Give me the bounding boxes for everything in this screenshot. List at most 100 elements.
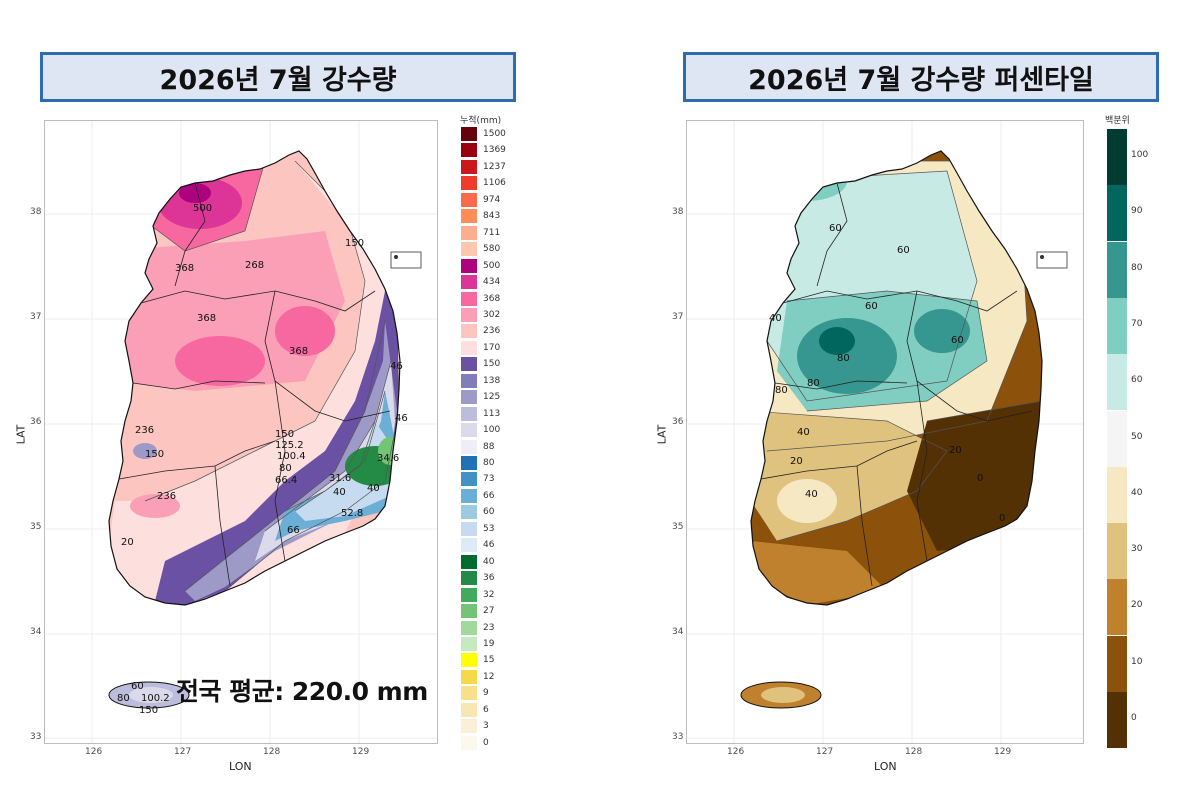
legend-item: 1369 <box>460 142 506 159</box>
legend-item: 113 <box>460 405 501 422</box>
legend-swatch <box>460 701 478 718</box>
contour-label: 80 <box>117 693 130 704</box>
legend-swatch <box>460 142 478 159</box>
legend-label: 40 <box>483 556 495 567</box>
legend-label: 3 <box>483 721 489 732</box>
legend-swatch <box>460 208 478 225</box>
legend-label: 32 <box>483 589 495 600</box>
legend-swatch <box>460 619 478 636</box>
legend-swatch <box>460 274 478 291</box>
legend-label: 27 <box>483 606 495 617</box>
percentile-bar-segment <box>1107 466 1127 523</box>
legend-item: 32 <box>460 586 495 603</box>
contour-label: 368 <box>175 263 194 274</box>
legend-swatch <box>460 553 478 570</box>
x-tick: 129 <box>994 747 1012 757</box>
percentile-label: 60 <box>1131 375 1143 386</box>
rainfall-legend-title: 누적(mm) <box>460 116 502 126</box>
legend-swatch <box>460 734 478 751</box>
contour-label: 100.2 <box>141 693 170 704</box>
contour-label: 20 <box>949 445 962 456</box>
legend-swatch <box>460 520 478 537</box>
percentile-label: 50 <box>1131 431 1143 442</box>
legend-item: 138 <box>460 372 501 389</box>
legend-label: 113 <box>483 408 501 419</box>
y-axis-title: LAT <box>14 424 28 445</box>
legend-label: 19 <box>483 638 495 649</box>
legend-label: 236 <box>483 326 501 337</box>
legend-item: 711 <box>460 224 501 241</box>
legend-label: 80 <box>483 458 495 468</box>
legend-swatch <box>460 339 478 356</box>
legend-label: 150 <box>483 359 501 370</box>
percentile-map: 60 60 60 40 80 80 80 60 40 20 20 0 40 0 <box>687 121 1083 743</box>
contour-label: 20 <box>121 537 134 548</box>
contour-label: 150 <box>345 238 364 249</box>
legend-swatch <box>460 323 478 340</box>
contour-label: 40 <box>805 489 818 500</box>
legend-item: 46 <box>460 537 494 554</box>
legend-label: 9 <box>483 688 489 699</box>
contour-label: 150 <box>275 429 294 440</box>
legend-swatch <box>460 570 478 587</box>
x-tick: 126 <box>85 747 103 757</box>
legend-item: 100 <box>460 422 500 439</box>
legend-item: 1237 <box>460 158 506 175</box>
contour-label: 40 <box>333 487 346 498</box>
legend-label: 125 <box>483 392 501 403</box>
legend-label: 711 <box>483 227 501 238</box>
legend-item: 302 <box>460 306 500 323</box>
percentile-legend-title: 백분위 <box>1105 116 1130 126</box>
contour-label: 125.2 <box>275 440 304 451</box>
contour-label: 0 <box>999 513 1005 524</box>
legend-swatch <box>460 389 478 406</box>
legend-swatch <box>460 224 478 241</box>
ulleung-island <box>394 255 398 259</box>
contour-label: 500 <box>193 203 212 214</box>
rainfall-fill <box>109 151 400 605</box>
legend-label: 15 <box>483 655 495 666</box>
legend-item: 500 <box>460 257 500 274</box>
legend-label: 12 <box>483 671 495 682</box>
legend-label: 60 <box>483 507 495 518</box>
contour-label: 20 <box>790 456 803 467</box>
legend-label: 138 <box>483 375 501 386</box>
legend-swatch <box>460 175 478 192</box>
legend-item: 0 <box>460 734 489 751</box>
contour-label: 46 <box>390 361 403 372</box>
legend-item: 12 <box>460 668 495 685</box>
legend-swatch <box>460 422 478 439</box>
percentile-bar-segment <box>1107 185 1127 242</box>
contour-label: 66 <box>287 525 300 536</box>
legend-swatch <box>460 586 478 603</box>
legend-item: 3 <box>460 718 489 735</box>
legend-item: 9 <box>460 685 489 702</box>
legend-label: 36 <box>483 573 495 584</box>
contour-label: 66.4 <box>275 475 297 486</box>
percentile-bar-segment <box>1107 692 1127 748</box>
legend-swatch <box>460 504 478 521</box>
contour-label: 236 <box>135 425 154 436</box>
percentile-bar-segment <box>1107 635 1127 692</box>
legend-item: 19 <box>460 635 495 652</box>
contour-label: 0 <box>977 473 983 484</box>
x-tick: 128 <box>263 747 281 757</box>
y-tick: 36 <box>30 417 42 427</box>
rainfall-map: 500 368 268 368 368 150 236 150 236 150 … <box>45 121 437 743</box>
x-tick: 127 <box>816 747 834 757</box>
percentile-bar-segment <box>1107 129 1127 185</box>
legend-item: 434 <box>460 274 500 291</box>
percentile-label: 0 <box>1131 713 1137 723</box>
percentile-fill <box>751 151 1042 605</box>
legend-label: 843 <box>483 211 501 222</box>
legend-item: 843 <box>460 208 501 225</box>
contour-label: 31.6 <box>329 473 351 484</box>
percentile-label: 10 <box>1131 656 1143 667</box>
legend-swatch <box>460 718 478 735</box>
legend-label: 23 <box>483 622 495 633</box>
contour-label-group: 500 368 268 368 368 150 236 150 236 150 … <box>117 203 408 716</box>
jeju-inner <box>761 687 805 703</box>
x-tick: 126 <box>727 747 745 757</box>
x-axis-title: LON <box>229 760 252 773</box>
legend-item: 53 <box>460 520 494 537</box>
